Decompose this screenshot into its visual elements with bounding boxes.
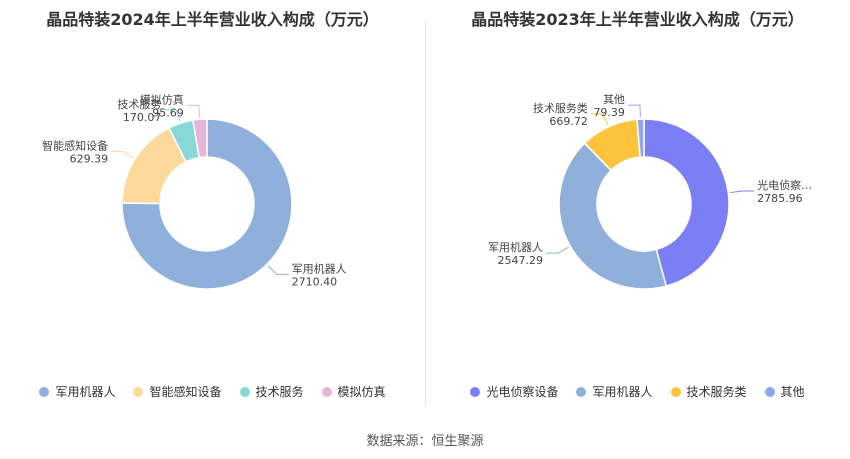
legend-marker-icon bbox=[764, 386, 775, 397]
legend-label: 智能感知设备 bbox=[149, 385, 222, 399]
slice-value-label: 669.72 bbox=[549, 115, 588, 128]
chart-panel-2023: 晶品特装2023年上半年营业收入构成（万元） 光电侦察… 2785.96 军用机器人… bbox=[425, 0, 850, 420]
chart-title: 晶品特装2023年上半年营业收入构成（万元） bbox=[471, 10, 804, 29]
pie-slice bbox=[192, 118, 208, 159]
legend-label: 光电侦察设备 bbox=[486, 385, 559, 399]
legend-item[interactable]: 光电侦察设备 bbox=[470, 383, 558, 400]
leader-line bbox=[267, 265, 289, 275]
slice-label: 光电侦察… bbox=[757, 178, 812, 192]
legend-marker-icon bbox=[670, 386, 681, 397]
leader-line bbox=[590, 113, 609, 126]
legend-item[interactable]: 模拟仿真 bbox=[321, 383, 386, 400]
legend-marker-icon bbox=[576, 386, 587, 397]
legend-label: 技术服务 bbox=[255, 385, 304, 399]
slice-value-label: 95.69 bbox=[152, 106, 184, 119]
leader-line bbox=[186, 104, 201, 118]
slice-value-label: 2710.40 bbox=[292, 275, 338, 288]
legend-item[interactable]: 智能感知设备 bbox=[133, 383, 222, 400]
legend-marker-icon bbox=[470, 386, 481, 397]
legend-label: 模拟仿真 bbox=[337, 385, 386, 399]
chart-title: 晶品特装2024年上半年营业收入构成（万元） bbox=[46, 10, 379, 29]
slice-label: 技术服务类 bbox=[533, 101, 588, 115]
leader-line bbox=[111, 150, 134, 159]
chart-legend: 光电侦察设备 军用机器人 技术服务类 其他 bbox=[425, 383, 850, 400]
legend-marker-icon bbox=[321, 386, 332, 397]
legend-item[interactable]: 军用机器人 bbox=[39, 383, 115, 400]
legend-marker-icon bbox=[133, 386, 144, 397]
legend-item[interactable]: 技术服务类 bbox=[670, 383, 747, 400]
legend-marker-icon bbox=[39, 386, 50, 397]
legend-label: 军用机器人 bbox=[55, 385, 116, 399]
legend-item[interactable]: 其他 bbox=[764, 383, 805, 400]
panel-divider bbox=[425, 20, 426, 405]
slice-value-label: 629.39 bbox=[70, 152, 109, 165]
slice-label: 技术服务 bbox=[117, 98, 161, 111]
pie-slice bbox=[558, 142, 668, 290]
pie-slice bbox=[643, 118, 730, 287]
legend-label: 技术服务类 bbox=[686, 385, 747, 399]
slice-label: 军用机器人 bbox=[488, 240, 543, 254]
leader-line bbox=[627, 104, 641, 118]
legend-label: 军用机器人 bbox=[592, 385, 653, 399]
legend-item[interactable]: 技术服务 bbox=[239, 383, 304, 400]
leader-line bbox=[164, 109, 181, 122]
pie-slice bbox=[636, 118, 645, 158]
legend-item[interactable]: 军用机器人 bbox=[576, 383, 653, 400]
legend-label: 其他 bbox=[780, 385, 805, 399]
leader-line bbox=[546, 246, 569, 254]
slice-label: 智能感知设备 bbox=[42, 138, 108, 152]
data-source-note: 数据来源：恒生聚源 bbox=[366, 434, 484, 449]
slice-label: 其他 bbox=[603, 93, 625, 106]
pie-slice bbox=[121, 118, 293, 290]
chart-legend: 军用机器人 智能感知设备 技术服务 模拟仿真 bbox=[0, 383, 425, 400]
slice-value-label: 2547.29 bbox=[498, 254, 544, 267]
slice-value-label: 2785.96 bbox=[757, 192, 803, 205]
slice-value-label: 170.07 bbox=[123, 111, 162, 124]
slice-label: 军用机器人 bbox=[292, 261, 347, 275]
leader-line bbox=[730, 190, 755, 194]
chart-panel-2024: 晶品特装2024年上半年营业收入构成（万元） 军用机器人 2710.40 智能感知设… bbox=[0, 0, 425, 420]
slice-value-label: 79.39 bbox=[593, 106, 625, 119]
slice-label: 模拟仿真 bbox=[140, 92, 184, 106]
legend-marker-icon bbox=[239, 386, 250, 397]
